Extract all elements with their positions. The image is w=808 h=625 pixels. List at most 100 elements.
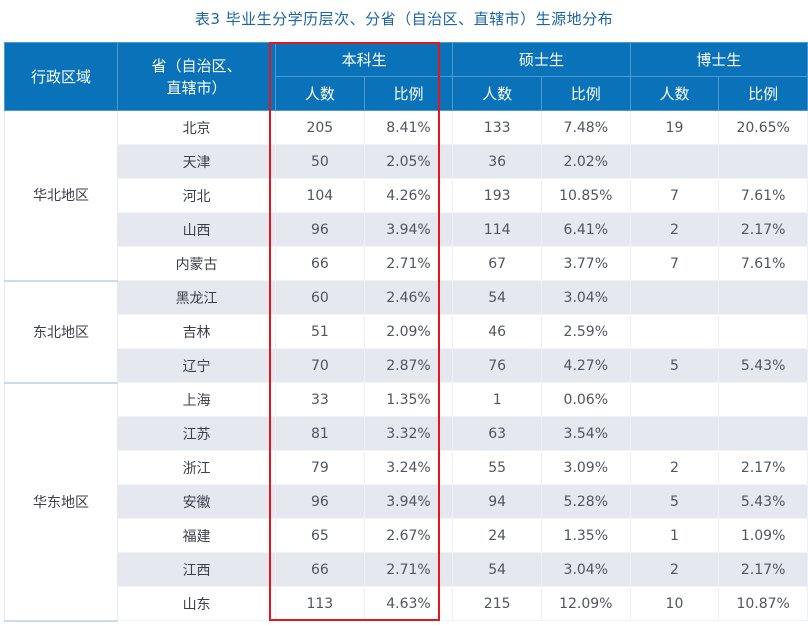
undergraduate-count: 33 bbox=[275, 382, 365, 417]
undergraduate-count: 51 bbox=[275, 314, 365, 349]
undergraduate-ratio: 2.09% bbox=[364, 314, 454, 349]
table-row: 河北 104 4.26% 193 10.85% 7 7.61% bbox=[5, 178, 808, 213]
master-count: 24 bbox=[452, 518, 542, 553]
undergraduate-ratio: 2.67% bbox=[364, 518, 454, 553]
master-ratio: 2.02% bbox=[541, 144, 631, 179]
province-cell: 河北 bbox=[117, 178, 277, 213]
undergraduate-ratio: 2.87% bbox=[364, 348, 454, 383]
undergraduate-count: 104 bbox=[275, 178, 365, 213]
master-ratio: 5.28% bbox=[541, 484, 631, 519]
header-doctor-ratio: 比例 bbox=[718, 76, 808, 111]
undergraduate-ratio: 2.05% bbox=[364, 144, 454, 179]
table-row: 山西 96 3.94% 114 6.41% 2 2.17% bbox=[5, 212, 808, 247]
undergraduate-count: 66 bbox=[275, 552, 365, 587]
doctor-count: 2 bbox=[630, 212, 720, 247]
undergraduate-ratio: 3.94% bbox=[364, 484, 454, 519]
undergraduate-count: 96 bbox=[275, 212, 365, 247]
province-cell: 山东 bbox=[117, 586, 277, 621]
table-row: 内蒙古 66 2.71% 67 3.77% 7 7.61% bbox=[5, 246, 808, 281]
table-row: 吉林 51 2.09% 46 2.59% bbox=[5, 314, 808, 349]
doctor-ratio: 2.17% bbox=[718, 450, 808, 485]
doctor-ratio: 5.43% bbox=[718, 348, 808, 383]
doctor-ratio: 7.61% bbox=[718, 178, 808, 213]
master-count: 36 bbox=[452, 144, 542, 179]
header-doctor-count: 人数 bbox=[629, 76, 720, 111]
undergraduate-ratio: 8.41% bbox=[364, 110, 454, 145]
table-row: 华东地区 上海 33 1.35% 1 0.06% bbox=[3, 382, 808, 622]
table-row: 辽宁 70 2.87% 76 4.27% 5 5.43% bbox=[5, 348, 808, 383]
master-count: 114 bbox=[452, 212, 542, 247]
undergraduate-ratio: 4.26% bbox=[364, 178, 454, 213]
undergraduate-ratio: 1.35% bbox=[364, 382, 454, 417]
doctor-count bbox=[630, 144, 720, 179]
doctor-ratio: 2.17% bbox=[718, 552, 808, 587]
undergraduate-count: 79 bbox=[275, 450, 365, 485]
master-ratio: 4.27% bbox=[541, 348, 631, 383]
undergraduate-count: 60 bbox=[275, 280, 365, 315]
province-cell: 浙江 bbox=[117, 450, 277, 485]
table-row: 华北地区 北京 205 8.41% 133 7.48% 19 20.65% bbox=[3, 110, 808, 282]
master-count: 1 bbox=[452, 382, 542, 417]
province-cell: 山西 bbox=[117, 212, 277, 247]
doctor-ratio: 2.17% bbox=[718, 212, 808, 247]
master-ratio: 3.09% bbox=[541, 450, 631, 485]
doctor-ratio: 7.61% bbox=[718, 246, 808, 281]
doctor-count: 2 bbox=[630, 552, 720, 587]
doctor-count: 7 bbox=[630, 246, 720, 281]
doctor-ratio: 5.43% bbox=[718, 484, 808, 519]
doctor-count bbox=[630, 280, 720, 315]
doctor-count: 5 bbox=[630, 484, 720, 519]
master-ratio: 3.77% bbox=[541, 246, 631, 281]
table-header: 行政区域 省（自治区、直辖市） 本科生 硕士生 博士生 人数 比例 人数 比例 … bbox=[3, 42, 808, 111]
master-ratio: 1.35% bbox=[541, 518, 631, 553]
header-undergraduate-count: 人数 bbox=[275, 76, 365, 111]
master-count: 215 bbox=[452, 586, 542, 621]
undergraduate-count: 81 bbox=[275, 416, 365, 451]
undergraduate-ratio: 4.63% bbox=[364, 586, 454, 621]
master-count: 46 bbox=[452, 314, 542, 349]
header-undergraduate-ratio: 比例 bbox=[363, 76, 454, 111]
header-doctor: 博士生 bbox=[629, 42, 808, 77]
undergraduate-ratio: 2.46% bbox=[364, 280, 454, 315]
province-cell: 福建 bbox=[117, 518, 277, 553]
doctor-ratio bbox=[718, 416, 808, 451]
master-count: 193 bbox=[452, 178, 542, 213]
master-ratio: 12.09% bbox=[541, 586, 631, 621]
table-body: 华北地区 北京 205 8.41% 133 7.48% 19 20.65% 天津 50 2.05% 3… bbox=[3, 110, 808, 622]
undergraduate-count: 66 bbox=[275, 246, 365, 281]
master-ratio: 3.04% bbox=[541, 552, 631, 587]
doctor-count: 7 bbox=[630, 178, 720, 213]
doctor-count: 1 bbox=[630, 518, 720, 553]
undergraduate-ratio: 2.71% bbox=[364, 552, 454, 587]
undergraduate-ratio: 3.32% bbox=[364, 416, 454, 451]
undergraduate-count: 50 bbox=[275, 144, 365, 179]
province-cell: 黑龙江 bbox=[117, 280, 277, 315]
region-cell: 华东地区 bbox=[3, 382, 119, 622]
table-row: 山东 113 4.63% 215 12.09% 10 10.87% bbox=[5, 586, 808, 621]
master-count: 133 bbox=[452, 110, 542, 145]
header-master-count: 人数 bbox=[452, 76, 542, 111]
province-cell: 内蒙古 bbox=[117, 246, 277, 281]
undergraduate-ratio: 2.71% bbox=[364, 246, 454, 281]
undergraduate-count: 205 bbox=[275, 110, 365, 145]
doctor-ratio: 10.87% bbox=[718, 586, 808, 621]
undergraduate-count: 113 bbox=[275, 586, 365, 621]
province-cell: 北京 bbox=[117, 110, 277, 145]
master-ratio: 2.59% bbox=[541, 314, 631, 349]
master-count: 76 bbox=[452, 348, 542, 383]
master-ratio: 3.04% bbox=[541, 280, 631, 315]
master-ratio: 0.06% bbox=[541, 382, 631, 417]
region-cell: 华北地区 bbox=[3, 110, 119, 282]
doctor-ratio bbox=[718, 280, 808, 315]
table-row: 江西 66 2.71% 54 3.04% 2 2.17% bbox=[5, 552, 808, 587]
header-master: 硕士生 bbox=[452, 42, 631, 77]
province-cell: 江西 bbox=[117, 552, 277, 587]
table-title: 表3 毕业生分学历层次、分省（自治区、直辖市）生源地分布 bbox=[194, 10, 614, 28]
master-ratio: 7.48% bbox=[541, 110, 631, 145]
table-row: 天津 50 2.05% 36 2.02% bbox=[5, 144, 808, 179]
master-ratio: 3.54% bbox=[541, 416, 631, 451]
province-cell: 安徽 bbox=[117, 484, 277, 519]
header-master-ratio: 比例 bbox=[540, 76, 631, 111]
undergraduate-ratio: 3.24% bbox=[364, 450, 454, 485]
doctor-count bbox=[630, 382, 720, 417]
